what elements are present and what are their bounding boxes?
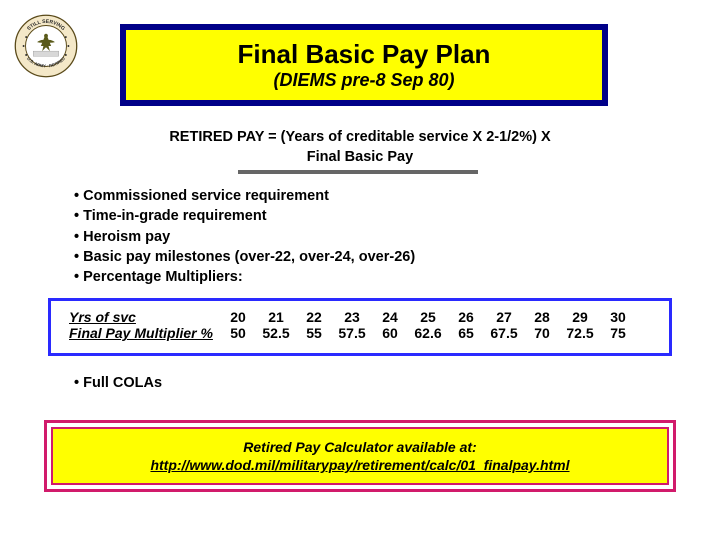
title-box: Final Basic Pay Plan (DIEMS pre-8 Sep 80…	[120, 24, 608, 106]
mult-cell: 67.5	[485, 325, 523, 341]
multiplier-table: Yrs of svc 20 21 22 23 24 25 26 27 28 29…	[48, 298, 672, 356]
table-row: Yrs of svc 20 21 22 23 24 25 26 27 28 29…	[69, 309, 651, 325]
mult-cell: 50	[219, 325, 257, 341]
army-retired-seal: STILL SERVING U.S. ARMY · RETIRED	[14, 14, 78, 78]
mult-cell: 52.5	[257, 325, 295, 341]
year-cell: 20	[219, 309, 257, 325]
row-label-years: Yrs of svc	[69, 309, 219, 325]
divider-line	[238, 170, 478, 174]
mult-cell: 60	[371, 325, 409, 341]
footer-box-inner: Retired Pay Calculator available at: htt…	[51, 427, 669, 485]
list-item: • Percentage Multipliers:	[74, 267, 415, 287]
year-cell: 21	[257, 309, 295, 325]
row-label-multiplier: Final Pay Multiplier %	[69, 325, 219, 341]
year-cell: 27	[485, 309, 523, 325]
cola-text: Full COLAs	[83, 375, 162, 391]
mult-cell: 75	[599, 325, 637, 341]
year-cell: 23	[333, 309, 371, 325]
year-cell: 28	[523, 309, 561, 325]
mult-cell: 65	[447, 325, 485, 341]
bullet-text: Commissioned service requirement	[83, 188, 329, 204]
bullet-text: Heroism pay	[83, 229, 170, 245]
formula-line1: RETIRED PAY = (Years of creditable servi…	[169, 129, 550, 145]
cola-bullet: • Full COLAs	[74, 375, 162, 391]
list-item: • Time-in-grade requirement	[74, 206, 415, 226]
list-item: • Commissioned service requirement	[74, 186, 415, 206]
table-row: Final Pay Multiplier % 50 52.5 55 57.5 6…	[69, 325, 651, 341]
mult-cell: 57.5	[333, 325, 371, 341]
formula-text: RETIRED PAY = (Years of creditable servi…	[0, 128, 720, 167]
bullet-text: Time-in-grade requirement	[83, 208, 266, 224]
year-cell: 22	[295, 309, 333, 325]
page-subtitle: (DIEMS pre-8 Sep 80)	[273, 70, 454, 91]
bullet-list: • Commissioned service requirement • Tim…	[74, 186, 415, 287]
footer-text: Retired Pay Calculator available at:	[243, 438, 476, 456]
calculator-link[interactable]: http://www.dod.mil/militarypay/retiremen…	[150, 456, 569, 474]
year-cell: 24	[371, 309, 409, 325]
bullet-text: Basic pay milestones (over-22, over-24, …	[83, 249, 415, 265]
mult-cell: 70	[523, 325, 561, 341]
mult-cell: 55	[295, 325, 333, 341]
mult-cell: 62.6	[409, 325, 447, 341]
page-title: Final Basic Pay Plan	[238, 39, 491, 70]
year-cell: 26	[447, 309, 485, 325]
list-item: • Heroism pay	[74, 227, 415, 247]
list-item: • Basic pay milestones (over-22, over-24…	[74, 247, 415, 267]
mult-cell: 72.5	[561, 325, 599, 341]
footer-box-outer: Retired Pay Calculator available at: htt…	[44, 420, 676, 492]
formula-line2: Final Basic Pay	[307, 149, 413, 165]
year-cell: 25	[409, 309, 447, 325]
bullet-text: Percentage Multipliers:	[83, 269, 243, 285]
year-cell: 29	[561, 309, 599, 325]
year-cell: 30	[599, 309, 637, 325]
